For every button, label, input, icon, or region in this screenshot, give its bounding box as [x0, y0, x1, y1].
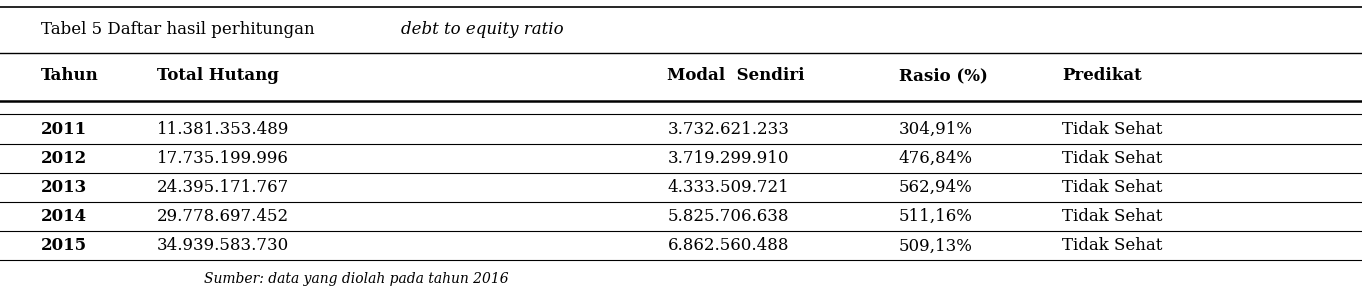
Text: Total Hutang: Total Hutang — [157, 67, 278, 84]
Text: 2014: 2014 — [41, 208, 87, 225]
Text: 2011: 2011 — [41, 121, 87, 138]
Text: Modal  Sendiri: Modal Sendiri — [667, 67, 805, 84]
Text: Tabel 5 Daftar hasil perhitungan: Tabel 5 Daftar hasil perhitungan — [41, 21, 320, 38]
Text: 29.778.697.452: 29.778.697.452 — [157, 208, 289, 225]
Text: debt to equity ratio: debt to equity ratio — [400, 21, 564, 38]
Text: 2012: 2012 — [41, 150, 87, 167]
Text: 304,91%: 304,91% — [899, 121, 972, 138]
Text: 3.719.299.910: 3.719.299.910 — [667, 150, 789, 167]
Text: 5.825.706.638: 5.825.706.638 — [667, 208, 789, 225]
Text: Tidak Sehat: Tidak Sehat — [1062, 179, 1163, 196]
Text: 24.395.171.767: 24.395.171.767 — [157, 179, 289, 196]
Text: Rasio (%): Rasio (%) — [899, 67, 987, 84]
Text: 509,13%: 509,13% — [899, 237, 972, 254]
Text: 6.862.560.488: 6.862.560.488 — [667, 237, 789, 254]
Text: Sumber: data yang diolah pada tahun 2016: Sumber: data yang diolah pada tahun 2016 — [204, 272, 509, 286]
Text: 511,16%: 511,16% — [899, 208, 972, 225]
Text: 2013: 2013 — [41, 179, 87, 196]
Text: Tahun: Tahun — [41, 67, 98, 84]
Text: 2015: 2015 — [41, 237, 87, 254]
Text: 34.939.583.730: 34.939.583.730 — [157, 237, 289, 254]
Text: 4.333.509.721: 4.333.509.721 — [667, 179, 789, 196]
Text: 476,84%: 476,84% — [899, 150, 972, 167]
Text: Tidak Sehat: Tidak Sehat — [1062, 208, 1163, 225]
Text: 17.735.199.996: 17.735.199.996 — [157, 150, 289, 167]
Text: Tidak Sehat: Tidak Sehat — [1062, 121, 1163, 138]
Text: Tidak Sehat: Tidak Sehat — [1062, 150, 1163, 167]
Text: Predikat: Predikat — [1062, 67, 1143, 84]
Text: 562,94%: 562,94% — [899, 179, 972, 196]
Text: Tidak Sehat: Tidak Sehat — [1062, 237, 1163, 254]
Text: 3.732.621.233: 3.732.621.233 — [667, 121, 789, 138]
Text: 11.381.353.489: 11.381.353.489 — [157, 121, 289, 138]
